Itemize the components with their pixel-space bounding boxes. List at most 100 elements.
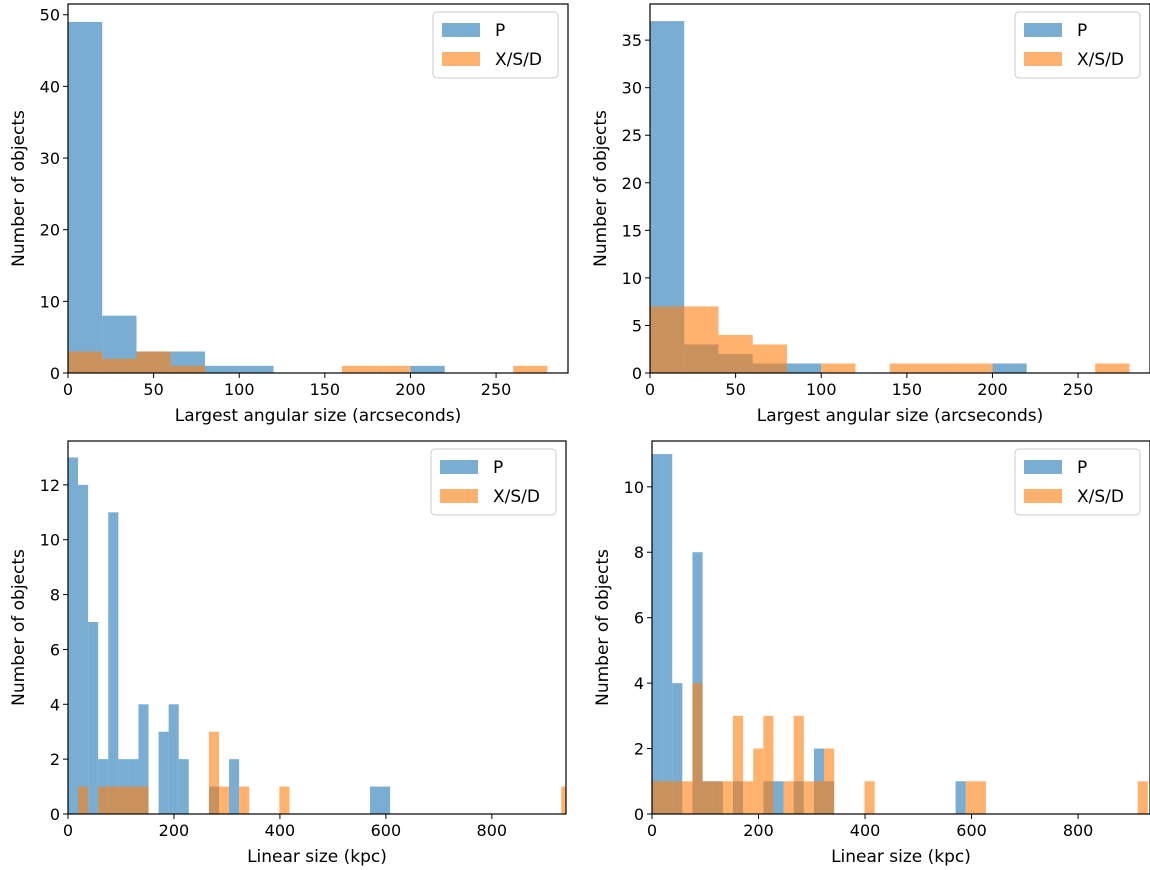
legend-swatch [442, 23, 480, 37]
bar [168, 704, 179, 814]
bar [218, 786, 230, 814]
y-tick-label: 10 [624, 478, 644, 497]
y-tick-label: 4 [50, 695, 60, 714]
bar [722, 781, 733, 814]
x-tick-label: 0 [645, 380, 655, 399]
y-tick-label: 30 [622, 79, 642, 98]
y-tick-label: 5 [632, 316, 642, 335]
bar [732, 715, 744, 814]
bar [561, 786, 566, 814]
legend: P X/S/D [1014, 11, 1141, 79]
series-xsd [652, 683, 1148, 814]
bar [753, 748, 764, 814]
bar [239, 365, 274, 373]
bar [118, 786, 129, 814]
bar [102, 358, 137, 373]
legend-label: X/S/D [495, 50, 542, 70]
x-tick-label: 200 [977, 380, 1008, 399]
bar [138, 786, 149, 814]
x-tick-label: 200 [743, 821, 774, 840]
legend-swatch [442, 52, 480, 66]
series-p [68, 457, 391, 814]
y-tick-label: 0 [632, 364, 642, 383]
y-tick-label: 8 [50, 586, 60, 605]
bar [128, 786, 139, 814]
axes-frame [67, 3, 569, 374]
bar [786, 363, 822, 373]
y-tick-label: 2 [50, 750, 60, 769]
bar [108, 512, 119, 814]
legend-swatch [440, 489, 478, 503]
legend: P X/S/D [1014, 448, 1141, 516]
y-axis-label: Number of objects [9, 110, 29, 267]
panel-3: 0 200 400 600 800 0 2 4 6 8 10 12 Linear size (kpc) N… [9, 440, 567, 867]
bar [821, 363, 856, 373]
bar [718, 334, 753, 373]
bar [803, 781, 814, 814]
bar [78, 484, 89, 814]
bar [652, 454, 663, 814]
bar [1095, 363, 1130, 373]
y-tick-label: 2 [634, 740, 644, 759]
legend-label: X/S/D [1077, 50, 1124, 70]
y-tick-label: 15 [622, 221, 642, 240]
y-tick-label: 12 [40, 476, 60, 495]
axes-frame [651, 440, 1150, 815]
panel-2: 0 50 100 150 200 250 0 5 10 15 20 25 30 35 Largest ang… [591, 3, 1150, 426]
y-tick-label: 25 [622, 126, 642, 145]
panel-4: 0 200 400 600 800 0 2 4 6 8 10 Linear size (kpc) Num… [593, 440, 1150, 867]
bar [955, 781, 966, 814]
bar [652, 781, 663, 814]
legend-swatch [1024, 460, 1062, 474]
bar [692, 683, 703, 814]
y-tick-label: 6 [50, 640, 60, 659]
bar [78, 786, 89, 814]
bar [68, 351, 103, 373]
bar [773, 781, 784, 814]
legend: P X/S/D [430, 448, 557, 516]
x-tick-label: 200 [395, 380, 426, 399]
bar [975, 781, 986, 814]
axes-frame [67, 440, 567, 815]
bar [128, 759, 139, 814]
bar [752, 344, 787, 373]
bar [763, 715, 774, 814]
bar [208, 731, 219, 814]
bar [513, 365, 548, 373]
y-tick-label: 20 [40, 221, 60, 240]
bar [170, 365, 205, 373]
bar [889, 363, 924, 373]
x-axis-label: Largest angular size (arcseconds) [757, 406, 1044, 426]
bar [68, 457, 79, 814]
bar [672, 781, 683, 814]
bar [178, 759, 189, 814]
legend-label: P [1077, 21, 1087, 41]
x-tick-label: 400 [265, 821, 296, 840]
bar [279, 786, 290, 814]
bar [965, 781, 976, 814]
x-tick-label: 50 [725, 380, 745, 399]
x-tick-label: 0 [647, 821, 657, 840]
x-tick-label: 250 [481, 380, 512, 399]
x-tick-label: 600 [956, 821, 987, 840]
bar [783, 781, 794, 814]
legend: P X/S/D [432, 11, 559, 79]
bar [118, 759, 129, 814]
y-tick-label: 30 [40, 149, 60, 168]
x-tick-label: 0 [63, 380, 73, 399]
bar [341, 365, 377, 373]
x-tick-label: 50 [143, 380, 163, 399]
bar [958, 363, 993, 373]
bar [229, 759, 240, 814]
legend-swatch [440, 460, 478, 474]
x-tick-label: 600 [371, 821, 402, 840]
bar [712, 781, 723, 814]
bar [204, 365, 240, 373]
y-axis-label: Number of objects [591, 110, 611, 267]
bar [992, 363, 1027, 373]
y-axis-label: Number of objects [593, 549, 613, 706]
x-tick-label: 150 [892, 380, 923, 399]
bar [68, 21, 103, 373]
series-xsd [68, 351, 548, 373]
x-axis-label: Largest angular size (arcseconds) [175, 406, 462, 426]
